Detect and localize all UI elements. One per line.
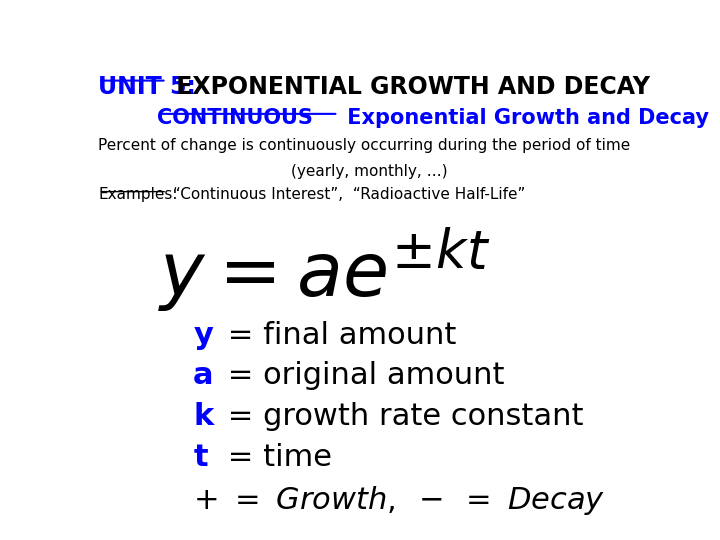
Text: Percent of change is continuously occurring during the period of time: Percent of change is continuously occurr…	[99, 138, 631, 153]
Text: = final amount: = final amount	[218, 321, 456, 349]
Text: t: t	[193, 443, 208, 472]
Text: = original amount: = original amount	[218, 361, 505, 390]
Text: y: y	[193, 321, 213, 349]
Text: = time: = time	[218, 443, 333, 472]
Text: EXPONENTIAL GROWTH AND DECAY: EXPONENTIAL GROWTH AND DECAY	[168, 75, 650, 99]
Text: CONTINUOUS: CONTINUOUS	[157, 109, 312, 129]
Text: $+\ =\ \mathit{Growth},\ -\ =\ \mathit{Decay}$: $+\ =\ \mathit{Growth},\ -\ =\ \mathit{D…	[193, 483, 606, 517]
Text: a: a	[193, 361, 214, 390]
Text: k: k	[193, 402, 214, 431]
Text: Exponential Growth and Decay: Exponential Growth and Decay	[340, 109, 709, 129]
Text: $\mathit{y} = \mathit{ae}^{\pm \mathit{kt}}$: $\mathit{y} = \mathit{ae}^{\pm \mathit{k…	[158, 225, 490, 315]
Text: (yearly, monthly, …): (yearly, monthly, …)	[291, 164, 447, 179]
Text: UNIT 5:: UNIT 5:	[99, 75, 197, 99]
Text: Examples:: Examples:	[99, 187, 178, 202]
Text: = growth rate constant: = growth rate constant	[218, 402, 584, 431]
Text: “Continuous Interest”,  “Radioactive Half-Life”: “Continuous Interest”, “Radioactive Half…	[168, 187, 526, 202]
